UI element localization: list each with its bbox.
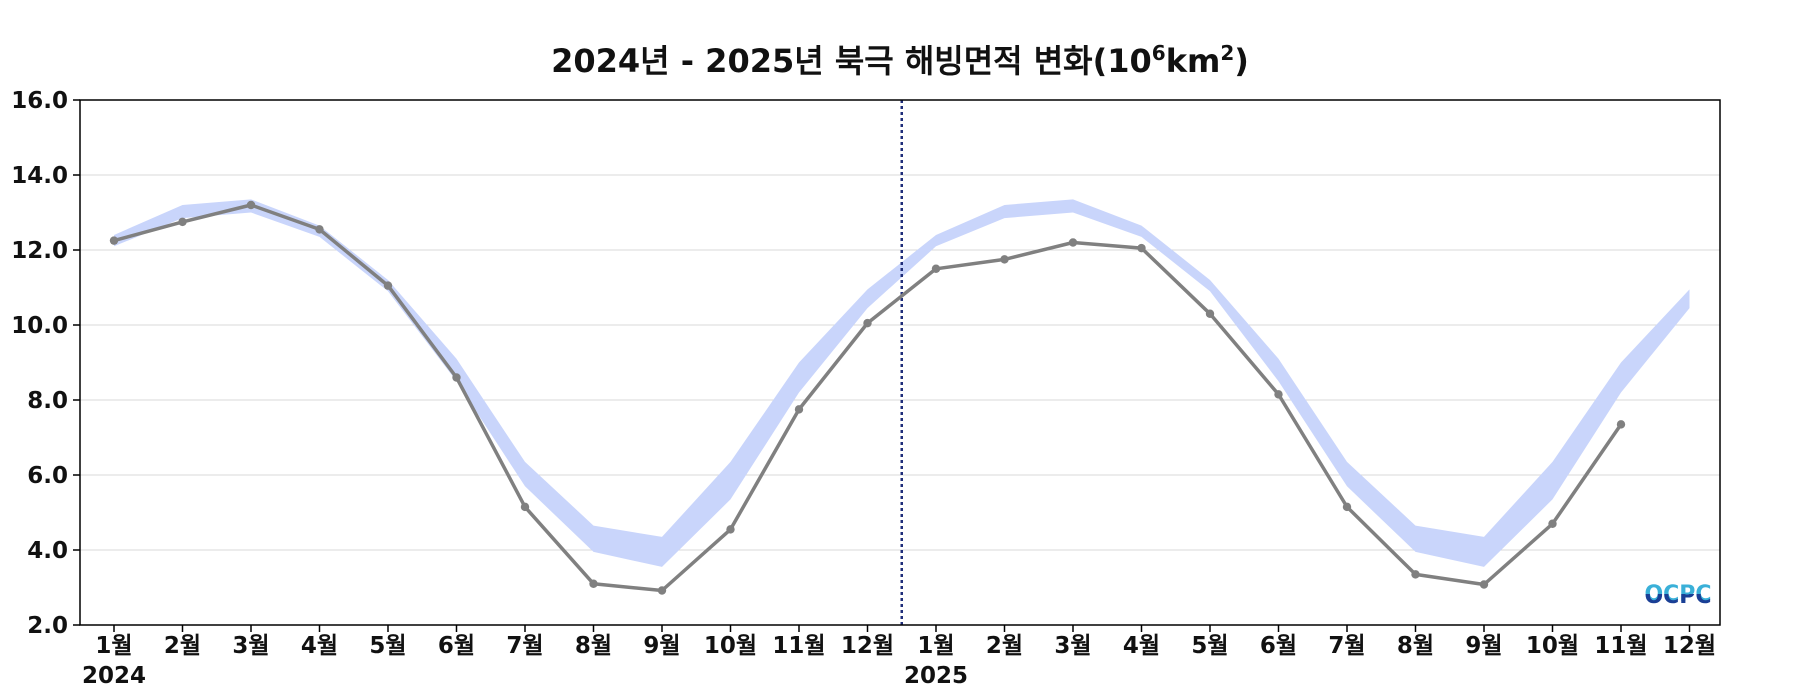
x-tick-label: 1월 bbox=[95, 633, 132, 659]
sea-ice-extent-point bbox=[1342, 502, 1352, 512]
y-tick-label: 12.0 bbox=[11, 238, 68, 264]
x-tick-label: 3월 bbox=[232, 633, 269, 659]
x-tick-label: 10월 bbox=[704, 633, 757, 659]
sea-ice-extent-point bbox=[1068, 238, 1078, 247]
ocpc-logo-text-top: OCPC bbox=[1644, 582, 1711, 607]
y-tick-label: 6.0 bbox=[27, 463, 68, 489]
x-tick-label: 7월 bbox=[506, 633, 543, 659]
x-tick-label: 5월 bbox=[1191, 633, 1228, 659]
x-tick-label: 3월 bbox=[1054, 633, 1091, 659]
chart-title-text: 2024년 - 2025년 북극 해빙면적 변화(10 bbox=[551, 42, 1152, 80]
x-tick-label: 6월 bbox=[1260, 633, 1297, 659]
x-tick-label: 7월 bbox=[1328, 633, 1365, 659]
y-tick-label: 8.0 bbox=[27, 388, 68, 414]
y-tick-label: 4.0 bbox=[27, 538, 68, 564]
x-axis: 1월 2월 3월 4월 5월 6월 7월 8월 9월 10월 11월 12월 1월 2월 3월 4월 5월 6월 7… bbox=[95, 625, 1716, 659]
sea-ice-extent-point bbox=[383, 281, 393, 290]
x-tick-label: 8월 bbox=[1397, 633, 1434, 659]
sea-ice-extent-point bbox=[657, 586, 667, 595]
x-tick-label: 2월 bbox=[986, 633, 1023, 659]
x-tick-label: 12월 bbox=[841, 633, 894, 659]
sea-ice-extent-point bbox=[452, 373, 461, 382]
y-tick-label: 2.0 bbox=[27, 613, 68, 639]
year-labels: 2024 2025 bbox=[82, 663, 968, 689]
x-tick-label: 8월 bbox=[575, 633, 612, 659]
grid-lines bbox=[80, 174, 1720, 551]
year-label: 2024 bbox=[82, 663, 146, 689]
sea-ice-extent-point bbox=[1000, 255, 1009, 264]
chart-title-unit: km bbox=[1165, 42, 1221, 80]
sea-ice-extent-point bbox=[589, 579, 598, 588]
sea-ice-extent-point bbox=[1205, 309, 1215, 318]
sea-ice-extent-point bbox=[520, 502, 530, 512]
x-tick-label: 6월 bbox=[438, 633, 475, 659]
sea-ice-extent-point bbox=[246, 200, 256, 210]
sea-ice-extent-point bbox=[794, 405, 804, 414]
x-tick-label: 4월 bbox=[1123, 633, 1160, 659]
sea-ice-extent-point bbox=[1548, 519, 1557, 528]
ocpc-logo-text-bottom: OCPC bbox=[1644, 584, 1711, 609]
x-tick-label: 12월 bbox=[1663, 633, 1716, 659]
y-axis: 2.0 4.0 6.0 8.0 10.0 12.0 14.0 16.0 bbox=[11, 88, 80, 639]
chart-title-exponent-2: 2 bbox=[1220, 41, 1235, 65]
plot-frame bbox=[79, 99, 1721, 626]
x-tick-label: 11월 bbox=[1594, 633, 1647, 659]
sea-ice-extent-point bbox=[178, 217, 187, 227]
sea-ice-extent-point bbox=[1274, 390, 1283, 399]
sea-ice-extent-point bbox=[863, 318, 872, 328]
x-tick-label: 10월 bbox=[1526, 633, 1579, 659]
year-label: 2025 bbox=[904, 663, 968, 689]
series-point-layer bbox=[109, 200, 1626, 595]
y-tick-label: 14.0 bbox=[11, 163, 68, 189]
range-band-layer bbox=[114, 199, 1690, 567]
x-tick-label: 5월 bbox=[369, 633, 406, 659]
ocpc-logo: OCPC OCPC bbox=[1644, 582, 1711, 609]
y-tick-label: 16.0 bbox=[11, 88, 68, 114]
x-tick-label: 1월 bbox=[917, 633, 954, 659]
sea-ice-extent-point bbox=[726, 525, 735, 534]
y-tick-label: 10.0 bbox=[11, 313, 68, 339]
climatology-range-band bbox=[114, 199, 1690, 567]
sea-ice-extent-point bbox=[1411, 570, 1420, 579]
sea-ice-extent-point bbox=[315, 225, 324, 234]
x-tick-label: 9월 bbox=[1465, 633, 1502, 659]
sea-ice-extent-point bbox=[1479, 580, 1489, 589]
x-tick-label: 2월 bbox=[164, 633, 201, 659]
sea-ice-extent-point bbox=[109, 236, 119, 245]
sea-ice-extent-point bbox=[1137, 243, 1146, 253]
sea-ice-extent-point bbox=[931, 264, 941, 273]
chart-title-exponent-6: 6 bbox=[1151, 41, 1166, 65]
chart-title: 2024년 - 2025년 북극 해빙면적 변화(106km2) bbox=[0, 36, 1800, 82]
x-tick-label: 9월 bbox=[643, 633, 680, 659]
x-tick-label: 4월 bbox=[301, 633, 338, 659]
x-tick-label: 11월 bbox=[772, 633, 825, 659]
sea-ice-extent-point bbox=[1616, 420, 1626, 429]
chart-title-close: ) bbox=[1234, 42, 1249, 80]
